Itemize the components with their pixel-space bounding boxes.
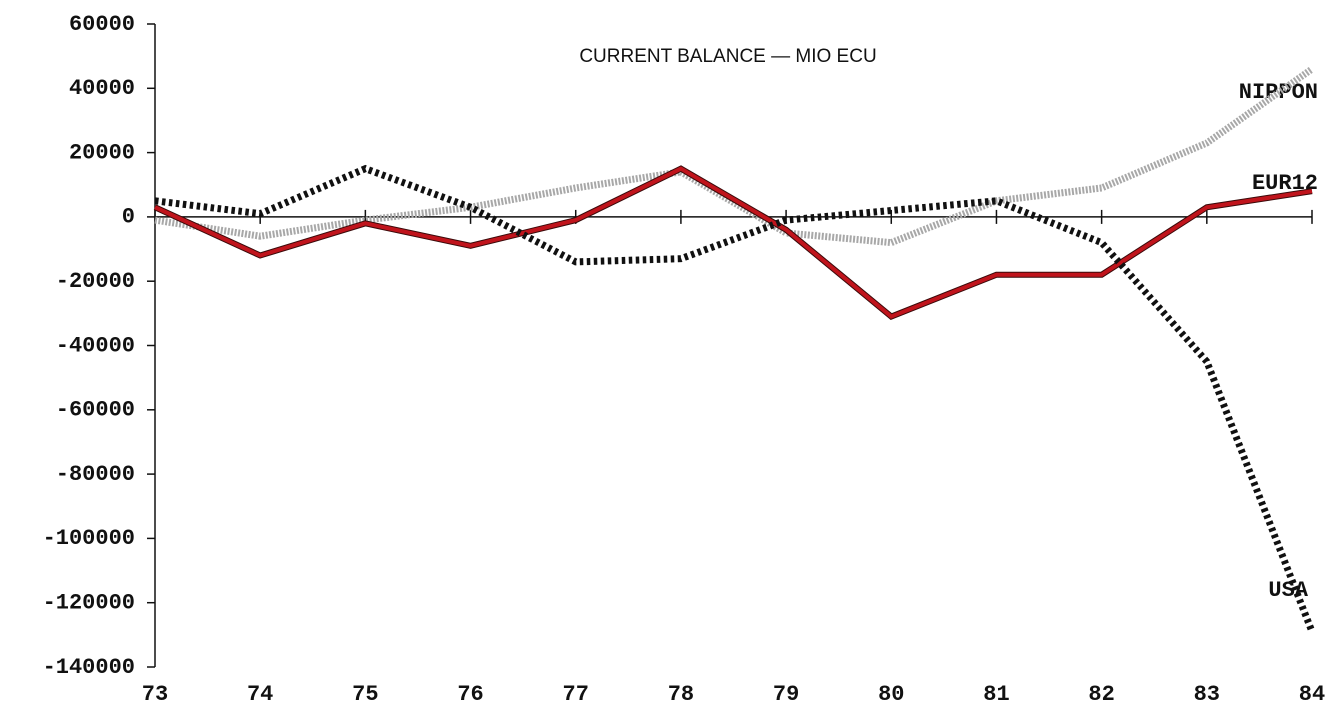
- series-label: USA: [1268, 578, 1308, 603]
- y-tick-label: 60000: [69, 12, 135, 37]
- x-tick-label: 83: [1194, 682, 1220, 706]
- x-tick-label: 78: [668, 682, 694, 706]
- y-tick-label: 0: [122, 205, 135, 230]
- y-tick-label: -100000: [43, 526, 135, 551]
- x-tick-label: 80: [878, 682, 904, 706]
- y-tick-label: 40000: [69, 76, 135, 101]
- chart-title: CURRENT BALANCE — MIO ECU: [579, 46, 876, 67]
- x-tick-label: 84: [1299, 682, 1325, 706]
- y-tick-label: -20000: [56, 269, 135, 294]
- y-tick-label: -120000: [43, 591, 135, 616]
- y-tick-label: -140000: [43, 655, 135, 680]
- x-tick-label: 73: [142, 682, 168, 706]
- x-tick-label: 75: [352, 682, 378, 706]
- y-tick-label: -80000: [56, 462, 135, 487]
- x-tick-label: 82: [1088, 682, 1114, 706]
- x-tick-label: 81: [983, 682, 1009, 706]
- x-tick-label: 76: [457, 682, 483, 706]
- x-tick-label: 74: [247, 682, 273, 706]
- series-line: [154, 166, 1313, 319]
- x-tick-label: 79: [773, 682, 799, 706]
- y-tick-label: 20000: [69, 140, 135, 165]
- x-tick-label: 77: [563, 682, 589, 706]
- series-line: [154, 164, 1316, 633]
- y-tick-label: -60000: [56, 398, 135, 423]
- y-tick-label: -40000: [56, 333, 135, 358]
